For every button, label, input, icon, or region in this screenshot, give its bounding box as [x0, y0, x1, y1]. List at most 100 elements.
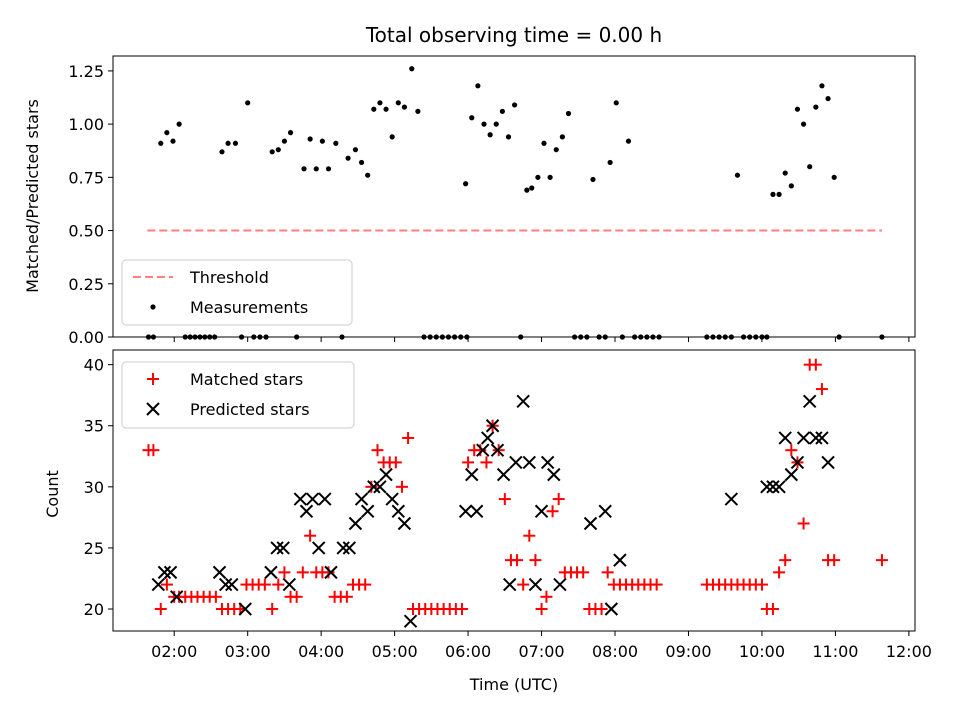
ratio-panel: Total observing time = 0.00 h Matched/Pr…	[23, 23, 916, 347]
matched-star-point	[540, 590, 553, 603]
predicted-star-point	[367, 480, 381, 494]
x-tick-label: 07:00	[518, 642, 564, 661]
chart-title: Total observing time = 0.00 h	[365, 23, 662, 47]
predicted-star-point	[802, 394, 817, 409]
matched-star-point	[773, 566, 786, 579]
predicted-star-point	[476, 443, 490, 457]
measurement-point	[287, 130, 294, 136]
matched-star-point	[359, 578, 372, 591]
predicted-star-point	[583, 516, 598, 531]
predicted-star-point	[540, 455, 555, 470]
top-y-tick-label: 0.50	[68, 222, 104, 241]
predicted-star-point	[522, 455, 537, 470]
measurement-point	[281, 138, 288, 144]
matched-star-point	[154, 603, 167, 616]
top-y-tick-label: 1.00	[68, 115, 104, 134]
measurement-point	[219, 149, 225, 155]
predicted-star-point	[553, 577, 567, 592]
predicted-star-point	[790, 455, 805, 470]
predicted-star-point	[403, 614, 418, 628]
measurement-point	[613, 100, 619, 106]
predicted-star-point	[373, 480, 387, 494]
predicted-star-point	[458, 504, 473, 518]
matched-star-point	[535, 603, 548, 616]
predicted-star-point	[276, 541, 290, 555]
predicted-star-point	[480, 431, 495, 445]
matched-star-point	[455, 603, 468, 616]
measurement-point	[269, 149, 275, 155]
legend-predicted-swatch	[146, 402, 160, 416]
predicted-star-point	[821, 455, 835, 470]
matched-star-point	[552, 493, 565, 506]
predicted-star-point	[305, 492, 320, 506]
predicted-star-point	[397, 516, 412, 531]
measurement-point	[225, 140, 231, 146]
legend-matched-swatch	[147, 373, 159, 385]
measurement-point	[512, 102, 518, 108]
measurement-point	[158, 140, 164, 146]
matched-star-point	[815, 383, 828, 396]
bottom-y-axis-label: Count	[43, 470, 62, 518]
measurement-point	[401, 104, 408, 110]
predicted-star-point	[613, 553, 627, 567]
measurement-point	[365, 172, 371, 178]
matched-star-point	[290, 590, 303, 603]
top-y-ticks: 0.00 0.25 0.50 0.75 1.00 1.25	[68, 62, 113, 347]
predicted-star-point	[218, 577, 233, 592]
predicted-star-point	[496, 467, 511, 482]
matched-star-point	[278, 566, 291, 579]
measurement-point	[475, 83, 481, 89]
predicted-star-point	[293, 492, 308, 506]
measurement-point	[553, 147, 559, 153]
legend-measurements-label: Measurements	[190, 298, 308, 317]
predicted-star-point	[778, 431, 792, 445]
top-y-tick-label: 1.25	[68, 62, 104, 81]
predicted-star-point	[516, 394, 530, 409]
measurement-point	[487, 132, 493, 138]
measurement-point	[469, 115, 475, 121]
matched-star-point	[474, 444, 487, 457]
matched-stars-points	[142, 358, 888, 616]
measurement-point	[547, 174, 553, 180]
x-tick-label: 05:00	[372, 642, 418, 661]
predicted-star-point	[604, 602, 619, 616]
predicted-star-point	[311, 541, 326, 555]
top-plot-frame	[112, 55, 916, 338]
matched-star-point	[779, 554, 792, 567]
measurement-point	[395, 100, 401, 106]
measurement-point	[232, 140, 239, 146]
measurement-point	[307, 136, 313, 142]
predicted-star-point	[225, 577, 239, 592]
predicted-star-point	[342, 541, 357, 555]
measurement-point	[333, 140, 339, 146]
top-legend: Threshold Measurements	[121, 259, 353, 326]
matched-star-point	[209, 590, 222, 603]
measurement-point	[788, 183, 794, 189]
measurement-point	[607, 159, 613, 166]
predicted-star-point	[212, 565, 227, 580]
predicted-star-point	[318, 492, 332, 506]
matched-star-point	[371, 444, 384, 457]
x-tick-label: 11:00	[812, 642, 858, 661]
matched-star-point	[809, 358, 822, 371]
matched-star-point	[147, 444, 160, 457]
predicted-star-point	[238, 602, 252, 616]
top-y-tick-label: 0.25	[68, 275, 104, 294]
measurement-point	[819, 83, 825, 89]
matched-star-point	[785, 444, 798, 457]
predicted-star-point	[282, 577, 297, 592]
predicted-star-point	[534, 504, 549, 518]
measurement-point	[831, 174, 837, 180]
predicted-star-point	[784, 467, 799, 482]
matched-star-point	[650, 578, 663, 591]
predicted-star-point	[385, 492, 399, 506]
bottom-legend: Matched stars Predicted stars	[121, 361, 355, 429]
measurement-point	[409, 66, 415, 72]
matched-star-point	[322, 566, 335, 579]
legend-threshold-label: Threshold	[189, 268, 269, 287]
matched-star-point	[160, 578, 173, 591]
predicted-star-point	[490, 443, 505, 457]
top-y-axis-label: Matched/Predicted stars	[23, 99, 42, 293]
